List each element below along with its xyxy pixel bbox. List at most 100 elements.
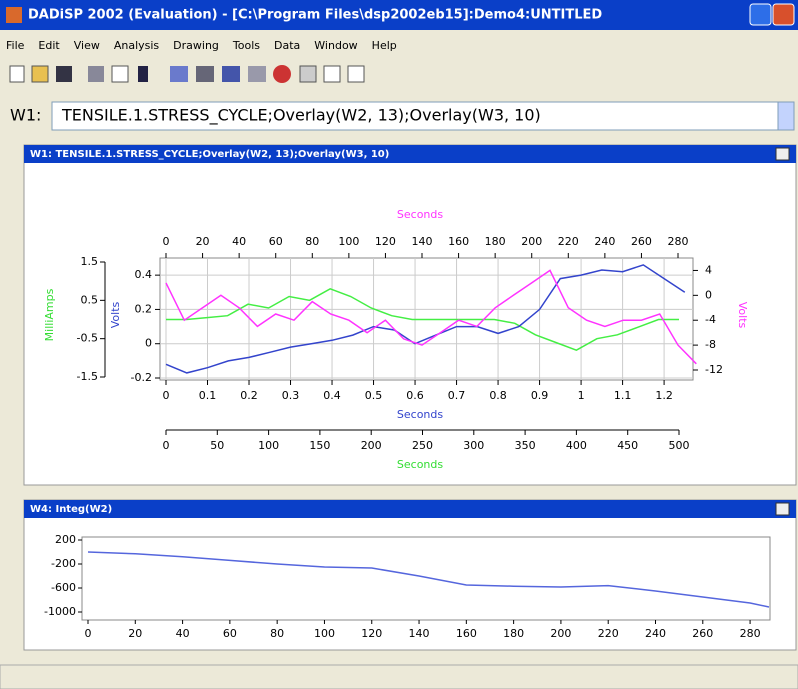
menu-item[interactable]: Tools	[232, 39, 260, 52]
tool-icon[interactable]	[196, 66, 214, 82]
menu-item[interactable]: Help	[372, 39, 397, 52]
tool-icon[interactable]	[138, 66, 148, 82]
x-tick-label: 80	[270, 627, 284, 640]
y-tick-label: 1.5	[81, 255, 99, 268]
dropdown-button[interactable]	[777, 101, 795, 131]
x-tick-label: 200	[521, 235, 542, 248]
y-tick-label: -4	[705, 313, 716, 326]
menu-item[interactable]: Analysis	[114, 39, 160, 52]
status-bar	[0, 664, 798, 689]
x-tick-label: 0.8	[489, 389, 507, 402]
series-line	[165, 264, 686, 374]
x-tick-label: 160	[456, 627, 477, 640]
x-tick-label: 500	[669, 439, 690, 452]
x-tick-label: 400	[566, 439, 587, 452]
y-tick-label: 0	[705, 288, 712, 301]
x-tick-label: 20	[128, 627, 142, 640]
y-tick-label: 0.2	[135, 302, 153, 315]
y-tick-label: 0.4	[135, 268, 153, 281]
axis-label: Seconds	[397, 208, 443, 221]
x-tick-label: 0	[85, 627, 92, 640]
axis-label: MilliAmps	[43, 288, 56, 341]
y-tick-label: -200	[51, 557, 76, 570]
x-tick-label: 100	[314, 627, 335, 640]
x-tick-label: 0	[163, 235, 170, 248]
x-tick-label: 260	[631, 235, 652, 248]
menu-item[interactable]: Window	[314, 39, 357, 52]
x-tick-label: 40	[176, 627, 190, 640]
series-line	[87, 551, 770, 608]
tool-icon[interactable]	[31, 65, 49, 83]
tool-icon[interactable]	[248, 66, 266, 82]
formula-label: W1:	[10, 106, 41, 125]
y-tick-label: -1.5	[77, 370, 98, 383]
menu-item[interactable]: View	[74, 39, 100, 52]
x-tick-label: 0.1	[199, 389, 217, 402]
w1-title: W1: TENSILE.1.STRESS_CYCLE;Overlay(W2, 1…	[30, 149, 389, 160]
axis-label: Volts	[736, 302, 749, 329]
x-tick-label: 20	[196, 235, 210, 248]
x-tick-label: 1.2	[655, 389, 673, 402]
x-tick-label: 450	[617, 439, 638, 452]
x-tick-label: 140	[412, 235, 433, 248]
tool-icon[interactable]	[88, 66, 104, 82]
x-tick-label: 0.6	[406, 389, 424, 402]
x-tick-label: 80	[305, 235, 319, 248]
menu-bar: File Edit View Analysis Drawing Tools Data Wind…	[6, 39, 397, 52]
x-tick-label: 280	[740, 627, 761, 640]
x-tick-label: 100	[338, 235, 359, 248]
x-tick-label: 300	[463, 439, 484, 452]
x-tick-label: 240	[594, 235, 615, 248]
axis-label: Seconds	[397, 458, 443, 471]
menu-item[interactable]: Drawing	[173, 39, 219, 52]
x-tick-label: 120	[361, 627, 382, 640]
w1-title-bar	[24, 145, 796, 163]
x-tick-label: 0.5	[365, 389, 383, 402]
x-tick-label: 1	[578, 389, 585, 402]
formula-text: TENSILE.1.STRESS_CYCLE;Overlay(W2, 13);O…	[61, 106, 541, 126]
maximize-button[interactable]	[749, 3, 772, 26]
app-icon	[6, 7, 22, 23]
x-tick-label: 0	[163, 439, 170, 452]
x-tick-label: 40	[232, 235, 246, 248]
menu-item[interactable]: Edit	[38, 39, 60, 52]
x-tick-label: 220	[598, 627, 619, 640]
menu-item[interactable]: File	[6, 39, 25, 52]
tool-icon[interactable]	[56, 66, 72, 82]
y-tick-label: -1000	[44, 605, 76, 618]
tool-icon[interactable]	[9, 65, 25, 83]
tool-icon[interactable]	[222, 66, 240, 82]
menu-item[interactable]: Data	[274, 39, 300, 52]
y-tick-label: 0.5	[81, 293, 99, 306]
x-tick-label: 220	[558, 235, 579, 248]
tool-icon[interactable]	[299, 65, 317, 83]
tool-icon[interactable]	[170, 66, 188, 82]
tool-icon[interactable]	[347, 65, 365, 83]
tool-icon[interactable]	[273, 65, 291, 83]
tool-icon[interactable]	[323, 65, 341, 83]
x-tick-label: 0	[163, 389, 170, 402]
w4-close[interactable]	[775, 502, 790, 516]
x-tick-label: 180	[485, 235, 506, 248]
series-line	[165, 269, 697, 365]
x-tick-label: 180	[503, 627, 524, 640]
x-tick-label: 250	[412, 439, 433, 452]
series-line	[166, 287, 679, 352]
x-tick-label: 160	[448, 235, 469, 248]
x-tick-label: 0.9	[531, 389, 549, 402]
w1-close[interactable]	[775, 147, 790, 161]
x-tick-label: 200	[361, 439, 382, 452]
w4-title-bar	[24, 500, 796, 518]
close-button[interactable]	[772, 3, 795, 26]
x-tick-label: 0.3	[282, 389, 300, 402]
tool-icon[interactable]	[111, 65, 129, 83]
y-tick-label: 200	[55, 533, 76, 546]
title-bar	[0, 0, 798, 30]
x-tick-label: 60	[223, 627, 237, 640]
y-tick-label: -12	[705, 363, 723, 376]
x-tick-label: 140	[409, 627, 430, 640]
x-tick-label: 280	[668, 235, 689, 248]
x-tick-label: 260	[692, 627, 713, 640]
x-tick-label: 0.2	[240, 389, 258, 402]
